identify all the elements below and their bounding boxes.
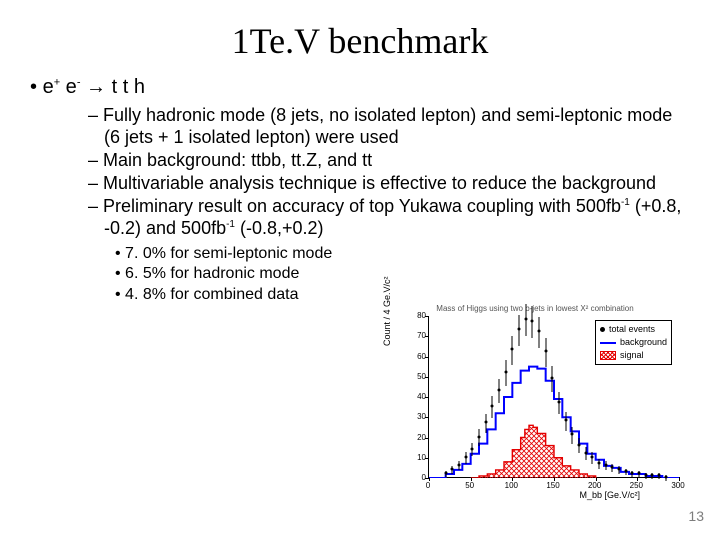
sub-item: Main background: ttbb, tt.Z, and tt <box>88 150 690 172</box>
sub-list: Fully hadronic mode (8 jets, no isolated… <box>30 105 690 240</box>
bullet-main: e+ e- → t t h <box>30 76 690 99</box>
sub2-item: 4. 8% for combined data <box>115 285 690 305</box>
chart-title: Mass of Higgs using two b-jets in lowest… <box>386 304 684 313</box>
sub2-list: 7. 0% for semi-leptonic mode 6. 5% for h… <box>30 244 690 305</box>
sub2-item: 7. 0% for semi-leptonic mode <box>115 244 690 264</box>
mass-histogram-chart: Mass of Higgs using two b-jets in lowest… <box>386 304 684 502</box>
sub2-item: 6. 5% for hadronic mode <box>115 264 690 284</box>
page-number: 13 <box>688 508 704 524</box>
chart-xlabel: M_bb [Ge.V/c²] <box>579 490 640 500</box>
sub-item: Fully hadronic mode (8 jets, no isolated… <box>88 105 690 149</box>
chart-ylabel: Count / 4 Ge.V/c² <box>382 276 392 346</box>
sub-item: Preliminary result on accuracy of top Yu… <box>88 196 690 240</box>
page-title: 1Te.V benchmark <box>0 0 720 76</box>
sub-item: Multivariable analysis technique is effe… <box>88 173 690 195</box>
content-area: e+ e- → t t h Fully hadronic mode (8 jet… <box>0 76 720 305</box>
plot-area: total events background signal <box>428 316 678 478</box>
